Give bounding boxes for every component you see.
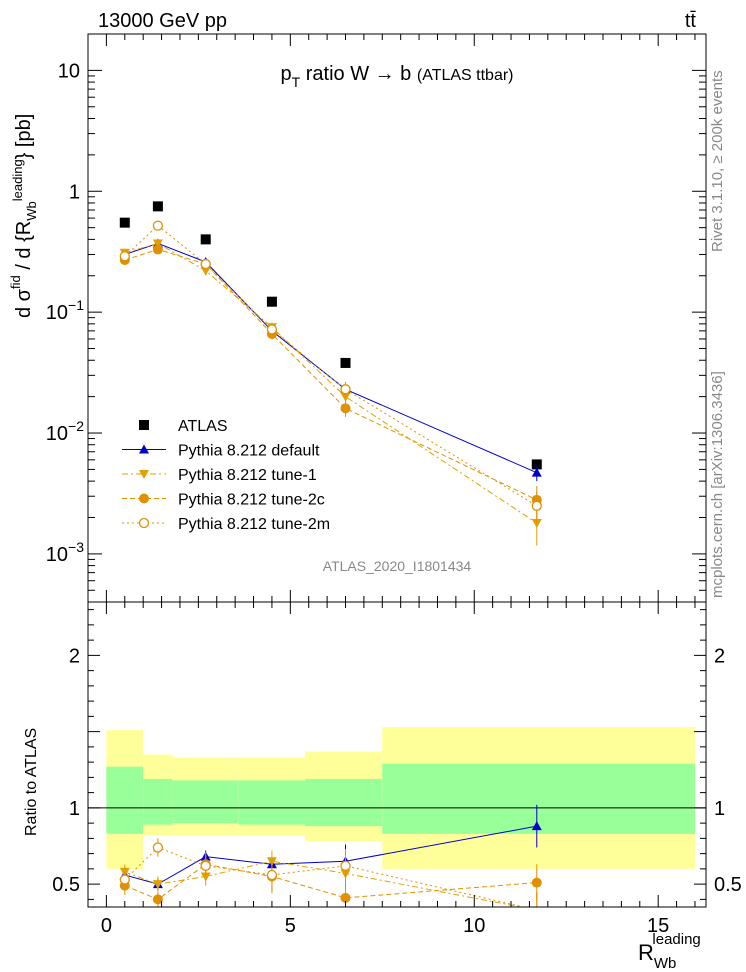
data-point: [200, 234, 211, 245]
y-tick-label-right: 0.5: [714, 874, 742, 896]
data-point: [200, 266, 211, 276]
green-band: [106, 766, 144, 834]
legend-label: Pythia 8.212 default: [178, 443, 320, 460]
data-point: [340, 403, 351, 414]
x-tick-label: 0: [101, 915, 112, 937]
green-band: [382, 763, 695, 834]
y-tick-label: 10−3: [46, 539, 84, 566]
main-y-axis-title: d σfid / d {RWbleading} [pb]: [8, 114, 39, 318]
legend-label: Pythia 8.212 tune-2c: [178, 492, 325, 509]
data-point: [119, 874, 130, 885]
ratio-y-axis: 0.5 0.5 1 1 2 2: [52, 609, 742, 900]
y-tick-label: 10−2: [46, 418, 84, 445]
data-point: [340, 384, 351, 395]
y-tick-label: 1: [69, 181, 80, 203]
data-point: [531, 467, 542, 477]
green-band: [172, 780, 239, 824]
x-tick-label: 15: [647, 915, 669, 937]
data-point: [340, 860, 351, 871]
data-point: [152, 880, 163, 890]
series-line: [124, 242, 537, 474]
series-line: [124, 846, 526, 907]
svg-text:RWbleading: RWbleading: [638, 931, 701, 972]
legend-label: ATLAS: [178, 418, 228, 435]
data-point: [152, 220, 164, 231]
legend-label: Pythia 8.212 tune-1: [178, 467, 317, 484]
legend-marker: [139, 420, 149, 430]
legend-marker: [139, 444, 149, 454]
ratio-x-axis: 0 5 10 15: [101, 602, 696, 937]
y-tick-label: 10−1: [46, 297, 84, 324]
mcplots-label: mcplots.cern.ch [arXiv:1306.3436]: [709, 371, 726, 598]
data-point: [340, 892, 351, 903]
data-point: [152, 842, 164, 853]
series-line: [124, 860, 524, 907]
chart-title: pT ratio W → b (ATLAS ttbar): [280, 63, 513, 90]
main-y-axis: 10 1 10−1 10−2 10−3: [46, 33, 706, 603]
data-point: [200, 872, 211, 882]
data-point: [531, 500, 542, 511]
x-tick-label: 10: [463, 915, 485, 937]
data-point: [266, 869, 278, 881]
series-line: [124, 248, 538, 501]
data-point: [266, 296, 277, 307]
data-point: [340, 357, 351, 368]
green-band: [305, 778, 383, 827]
y-tick-label: 1: [69, 798, 80, 820]
y-tick-label-right: 1: [714, 798, 725, 820]
green-band: [238, 780, 306, 825]
green-band: [143, 778, 173, 825]
data-point: [531, 877, 542, 888]
main-series: [119, 201, 542, 546]
data-point: [531, 459, 542, 470]
series-line: [124, 224, 538, 507]
legend-marker: [139, 470, 149, 479]
data-point: [266, 324, 278, 335]
rivet-label: Rivet 3.1.10, ≥ 200k events: [709, 70, 726, 252]
main-x-axis: [105, 34, 696, 602]
header-right: tt̄: [685, 10, 697, 32]
data-point: [119, 217, 130, 228]
series-line: [124, 242, 538, 524]
ratio-series: [119, 804, 542, 907]
ratio-panel-frame: [87, 601, 707, 908]
legend-label: Pythia 8.212 tune-2m: [178, 516, 330, 533]
header-left: 13000 GeV pp: [98, 10, 227, 32]
series-line: [124, 863, 537, 900]
x-axis-title: RWbleading: [638, 931, 701, 972]
data-point: [152, 244, 163, 255]
data-point: [531, 821, 542, 831]
data-point: [200, 258, 211, 270]
legend-marker: [139, 493, 149, 504]
legend: ATLAS Pythia 8.212 default Pythia 8.212 tu…: [122, 418, 330, 533]
svg-text:d σfid / d {RWbleading} [pb]: d σfid / d {RWbleading} [pb]: [8, 114, 39, 318]
legend-marker: [138, 517, 150, 529]
data-point: [119, 251, 130, 262]
ratio-bands: [88, 727, 706, 869]
data-point: [152, 894, 163, 905]
data-point: [152, 201, 163, 212]
watermark: ATLAS_2020_I1801434: [323, 558, 472, 574]
x-tick-label: 5: [285, 915, 296, 937]
y-tick-label: 0.5: [52, 874, 80, 896]
ratio-y-axis-title: Ratio to ATLAS: [23, 728, 40, 836]
y-tick-label-right: 2: [714, 645, 725, 667]
data-point: [152, 239, 163, 249]
y-tick-label: 10: [58, 60, 80, 82]
data-point: [200, 860, 211, 871]
y-tick-label: 2: [69, 645, 80, 667]
